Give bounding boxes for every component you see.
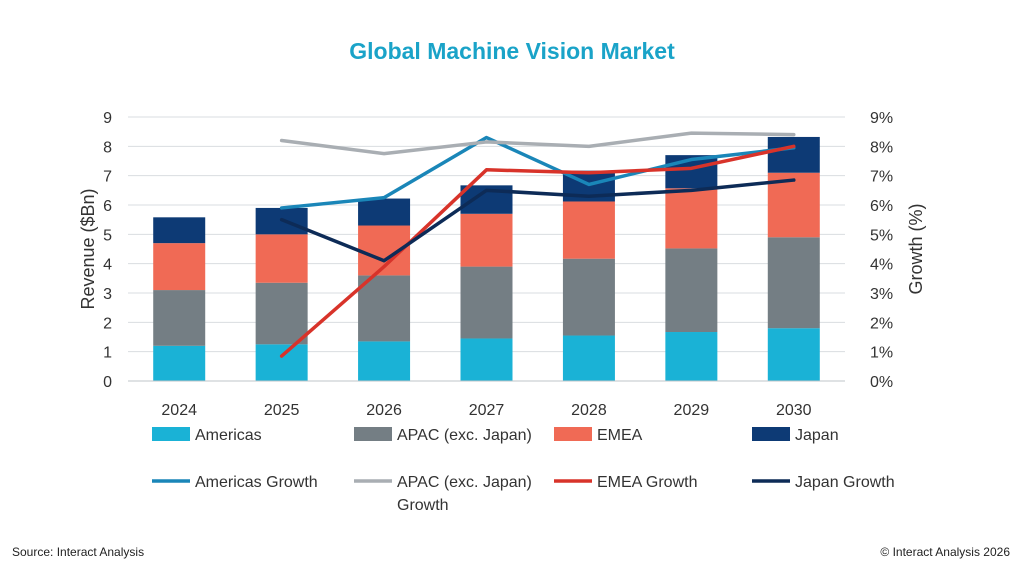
x-tick-label: 2029 xyxy=(674,402,710,419)
bar-japan-2026 xyxy=(358,198,411,226)
legend-label-line-1: APAC (exc. Japan) xyxy=(397,474,532,491)
legend-swatch-japan xyxy=(752,427,790,441)
legend-label-apac-exc-japan-growth: APAC (exc. Japan) Growth xyxy=(397,474,532,514)
source-note: Source: Interact Analysis xyxy=(12,545,145,559)
bar-japan-2024 xyxy=(153,217,206,244)
bar-apac-exc-japan-2027 xyxy=(460,266,513,339)
bar-apac-exc-japan-2028 xyxy=(562,258,615,336)
bar-americas-2026 xyxy=(358,341,411,381)
y2-tick-label: 7% xyxy=(870,169,893,186)
bar-apac-exc-japan-2030 xyxy=(767,237,820,329)
bar-americas-2029 xyxy=(665,332,718,381)
copyright-note: © Interact Analysis 2026 xyxy=(880,545,1010,559)
y-tick-label: 0 xyxy=(103,374,112,391)
x-tick-label: 2026 xyxy=(366,402,402,419)
y2-tick-label: 0% xyxy=(870,374,893,391)
x-tick-label: 2024 xyxy=(161,402,197,419)
y-tick-label: 2 xyxy=(103,315,112,332)
y2-tick-label: 9% xyxy=(870,110,893,127)
line-series xyxy=(279,131,796,358)
bar-americas-2028 xyxy=(562,335,615,381)
chart-title: Global Machine Vision Market xyxy=(349,38,675,64)
x-tick-label: 2028 xyxy=(571,402,607,419)
bar-emea-2027 xyxy=(460,213,513,267)
y2-tick-label: 4% xyxy=(870,257,893,274)
bar-series xyxy=(153,136,820,381)
bar-americas-2030 xyxy=(767,328,820,381)
legend-label-emea: EMEA xyxy=(597,427,643,444)
legend-swatch-apac-exc-japan xyxy=(354,427,392,441)
y-tick-label: 8 xyxy=(103,139,112,156)
y2-tick-label: 2% xyxy=(870,315,893,332)
bar-apac-exc-japan-2026 xyxy=(358,275,411,342)
legend-label-japan: Japan xyxy=(795,427,839,444)
legend: Americas APAC (exc. Japan) EMEA Japan Americ… xyxy=(152,427,895,514)
y-tick-label: 9 xyxy=(103,110,112,127)
y2-tick-label: 8% xyxy=(870,139,893,156)
line-japan-growth xyxy=(279,178,796,263)
legend-label-japan-growth: Japan Growth xyxy=(795,474,895,491)
bar-emea-2029 xyxy=(665,188,718,249)
legend-label-apac-exc-japan: APAC (exc. Japan) xyxy=(397,427,532,444)
legend-swatch-emea xyxy=(554,427,592,441)
y2-tick-label: 3% xyxy=(870,286,893,303)
x-tick-label: 2027 xyxy=(469,402,505,419)
bar-emea-2024 xyxy=(153,243,206,291)
y2-tick-label: 5% xyxy=(870,227,893,244)
x-tick-label: 2030 xyxy=(776,402,812,419)
bar-americas-2025 xyxy=(255,344,308,381)
bar-apac-exc-japan-2025 xyxy=(255,282,308,345)
y-tick-label: 7 xyxy=(103,169,112,186)
y-tick-label: 1 xyxy=(103,345,112,362)
bar-apac-exc-japan-2024 xyxy=(153,290,206,346)
legend-label-americas-growth: Americas Growth xyxy=(195,474,318,491)
line-apac-exc-japan-growth xyxy=(279,131,796,156)
y2-tick-label: 6% xyxy=(870,198,893,215)
bar-americas-2027 xyxy=(460,338,513,381)
y-tick-label: 6 xyxy=(103,198,112,215)
y2-tick-label: 1% xyxy=(870,345,893,362)
legend-swatch-americas xyxy=(152,427,190,441)
bar-americas-2024 xyxy=(153,345,206,381)
y-tick-label: 4 xyxy=(103,257,112,274)
line-americas-growth xyxy=(279,135,796,210)
bar-emea-2025 xyxy=(255,234,308,283)
legend-label-americas: Americas xyxy=(195,427,262,444)
axes: 0 1 2 3 4 5 6 7 8 9 0% 1% 2% 3% 4% 5% 6% 7% 8% 9% 2024 2025 20… xyxy=(78,110,926,419)
y2-axis-title: Growth (%) xyxy=(906,203,926,294)
y-tick-label: 3 xyxy=(103,286,112,303)
y-tick-label: 5 xyxy=(103,227,112,244)
x-tick-label: 2025 xyxy=(264,402,300,419)
line-emea-growth xyxy=(279,144,796,358)
legend-label-emea-growth: EMEA Growth xyxy=(597,474,697,491)
bar-apac-exc-japan-2029 xyxy=(665,248,718,333)
bar-emea-2028 xyxy=(562,201,615,259)
legend-label-line-2: Growth xyxy=(397,497,449,514)
bar-japan-2030 xyxy=(767,136,820,173)
y-axis-title: Revenue ($Bn) xyxy=(78,188,98,309)
